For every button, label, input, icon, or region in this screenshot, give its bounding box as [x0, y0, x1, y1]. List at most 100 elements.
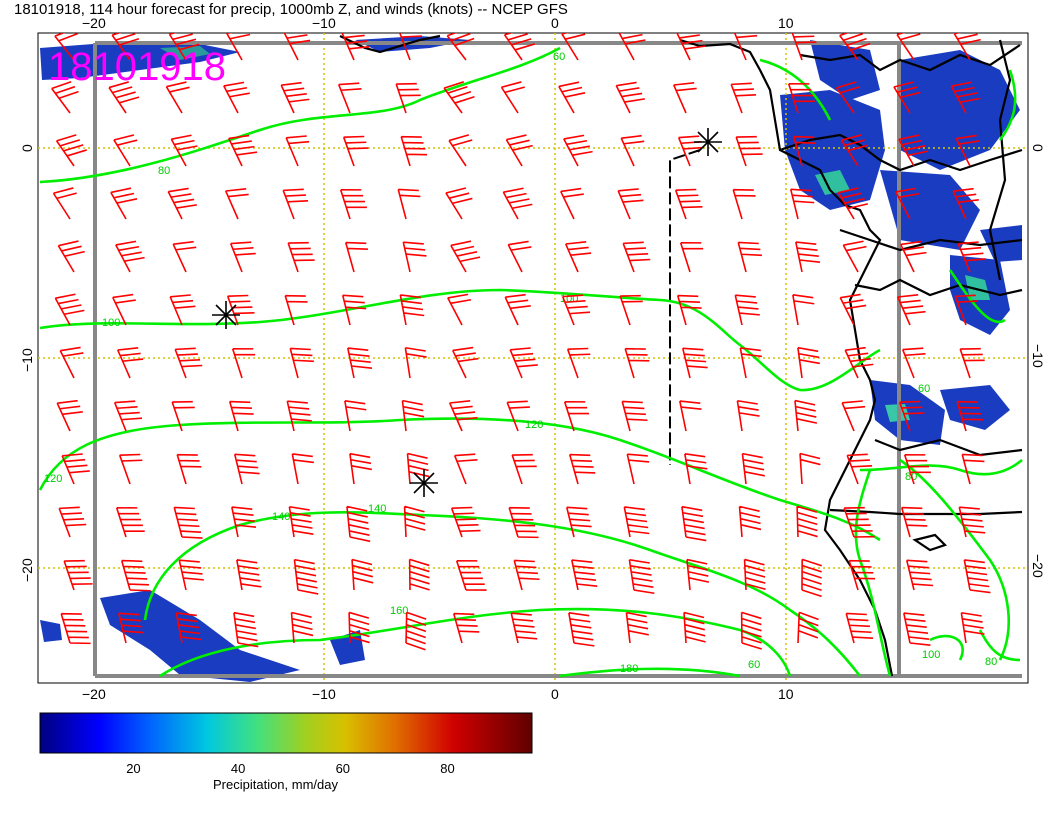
wind-barb	[956, 400, 984, 432]
wind-barb	[226, 33, 251, 61]
border-2	[779, 133, 1023, 172]
wind-barb	[563, 134, 593, 167]
wind-barb	[228, 134, 258, 167]
wind-barb	[116, 347, 144, 379]
wind-barb	[344, 241, 368, 273]
wind-barb	[167, 187, 197, 220]
wind-barb	[564, 241, 592, 273]
wind-barb	[402, 241, 427, 273]
contour-140	[143, 511, 862, 677]
contour-label: 60	[918, 383, 930, 395]
storm-marker	[212, 301, 240, 329]
wind-barb	[505, 134, 533, 167]
colorbar-gradient	[39, 712, 533, 754]
bottom-lon-label: −20	[82, 686, 106, 702]
wind-barb	[952, 187, 979, 220]
wind-barb	[677, 135, 704, 167]
wind-barb	[799, 452, 821, 485]
wind-barb	[406, 452, 430, 485]
wind-barb	[450, 240, 481, 273]
wind-barb	[903, 612, 931, 646]
precip-area-guinea	[780, 90, 885, 210]
top-lon-label: 10	[778, 15, 794, 31]
colorbar-tick-label: 20	[126, 761, 140, 776]
wind-barb	[795, 241, 821, 273]
colorbar-tick-label: 40	[231, 761, 245, 776]
wind-barb	[900, 506, 928, 538]
wind-barb	[621, 400, 648, 432]
wind-barb	[895, 187, 920, 220]
border-5	[874, 438, 1023, 457]
wind-barb	[845, 612, 874, 644]
wind-barb	[445, 187, 473, 220]
storm-marker	[694, 128, 722, 156]
wind-barb	[348, 611, 370, 644]
wind-barb	[291, 453, 314, 485]
contour-80-a	[39, 46, 561, 184]
wind-barb	[455, 560, 487, 591]
wind-barb	[835, 81, 861, 114]
wind-barb	[679, 242, 704, 273]
wind-barb	[347, 347, 373, 379]
contour-label: 100	[102, 317, 120, 329]
contour-120	[38, 417, 881, 542]
wind-barb	[743, 558, 766, 591]
wind-barb	[54, 293, 85, 326]
wind-barb	[401, 399, 425, 432]
wind-barb	[733, 33, 758, 61]
wind-barb	[558, 81, 586, 114]
wind-barb	[443, 81, 475, 114]
wind-barb	[173, 506, 203, 539]
wind-barb	[571, 559, 598, 591]
border-7	[912, 533, 948, 552]
wind-barb	[168, 33, 200, 61]
wind-barb	[286, 400, 312, 432]
wind-barb	[288, 505, 314, 538]
wind-barb	[284, 294, 308, 326]
wind-barb	[735, 135, 763, 167]
coastlines	[339, 34, 1023, 677]
wind-barb	[398, 33, 422, 61]
wind-barb	[446, 33, 475, 61]
wind-barb	[351, 558, 374, 591]
precip-area-nw-core	[160, 46, 210, 60]
contour-label: 80	[985, 656, 997, 668]
wind-barb	[796, 505, 818, 538]
left-lat-label: 0	[19, 144, 35, 152]
wind-barb	[839, 293, 867, 326]
wind-barb	[736, 399, 760, 432]
wind-barb	[178, 559, 204, 591]
contour-label: 180	[620, 663, 638, 675]
wind-barb	[397, 188, 421, 220]
contour-east-4	[998, 69, 1017, 141]
border-4	[854, 278, 1023, 297]
contour-label: 120	[525, 419, 543, 431]
wind-barb	[59, 346, 84, 379]
wind-barb	[961, 453, 985, 485]
wind-barb	[346, 505, 371, 543]
wind-barb	[508, 506, 539, 539]
wind-barb	[896, 294, 926, 326]
wind-barb	[395, 82, 421, 114]
wind-barb	[568, 612, 595, 647]
contour-label: 80	[158, 165, 170, 177]
wind-barb	[794, 399, 818, 432]
wind-barb	[620, 134, 645, 167]
wind-barb	[566, 347, 591, 379]
right-lat-label: −10	[1030, 344, 1046, 368]
contour-east-3	[759, 58, 832, 121]
wind-barb	[618, 33, 646, 61]
wind-barb	[955, 134, 980, 167]
wind-barb	[898, 400, 925, 432]
wind-barb	[283, 33, 311, 61]
wind-barb	[732, 188, 756, 220]
wind-barb	[511, 453, 537, 485]
wind-barb	[223, 81, 250, 114]
wind-barb	[289, 347, 314, 379]
right-lat-label: −20	[1030, 554, 1046, 578]
wind-barb	[954, 294, 978, 326]
wind-barb	[683, 611, 706, 644]
wind-barb	[115, 240, 145, 273]
contour-east-7	[978, 629, 1021, 662]
